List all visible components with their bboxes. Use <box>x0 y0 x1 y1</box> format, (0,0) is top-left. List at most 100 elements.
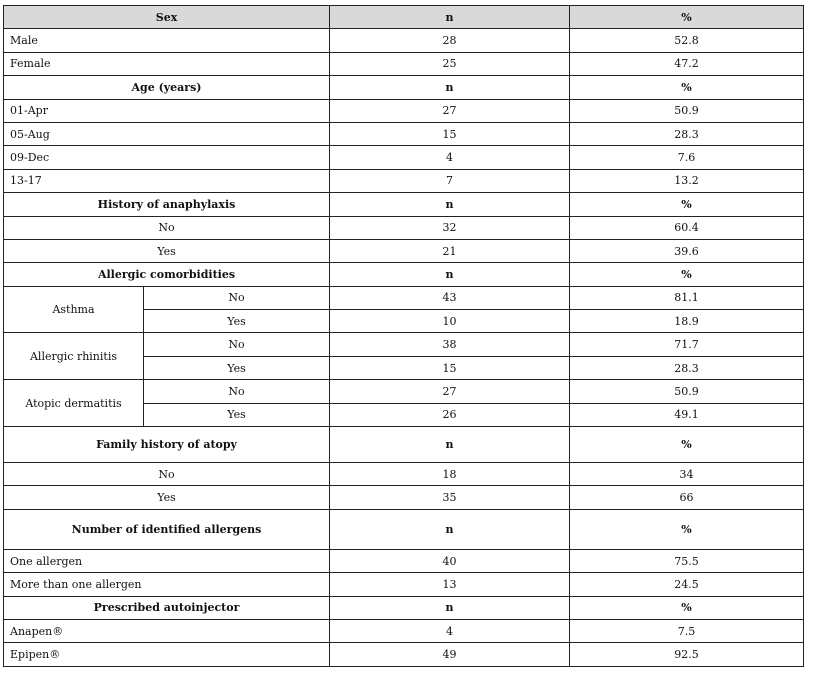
section-label: Age (years) <box>2 75 331 100</box>
row-n: 18 <box>329 462 571 487</box>
row-label: 01-Apr <box>2 98 331 123</box>
row-n: 25 <box>329 51 571 77</box>
section-n: n <box>329 426 571 464</box>
section-pct: % <box>569 192 805 217</box>
row-pct: 52.8 <box>569 28 805 53</box>
row-n: 49 <box>329 642 571 667</box>
row-n: 38 <box>329 332 571 357</box>
section-label: Number of identified allergens <box>2 508 331 550</box>
table-row: Epipen® 49 92.5 <box>2 642 805 667</box>
section-pct: % <box>569 508 805 550</box>
row-label: 05-Aug <box>2 121 331 147</box>
section-pct: % <box>569 262 805 287</box>
table-row: Female 25 47.2 <box>2 51 805 77</box>
section-label: Allergic comorbidities <box>2 262 331 287</box>
table-row: One allergen 40 75.5 <box>2 548 805 574</box>
row-n: 27 <box>329 98 571 123</box>
row-n: 43 <box>329 285 571 311</box>
row-n: 15 <box>329 121 571 147</box>
row-n: 40 <box>329 548 571 574</box>
table-row: Male 28 52.8 <box>2 28 805 53</box>
row-pct: 66 <box>569 485 805 510</box>
row-n: 10 <box>329 309 571 334</box>
table-row: Yes 35 66 <box>2 485 805 510</box>
row-label: One allergen <box>2 548 331 574</box>
header-row: Sex n % <box>2 4 805 30</box>
row-n: 15 <box>329 355 571 381</box>
row-label: No <box>2 462 331 487</box>
table-row: Anapen® 4 7.5 <box>2 618 805 644</box>
table-row: More than one allergen 13 24.5 <box>2 572 805 597</box>
row-n: 13 <box>329 572 571 597</box>
header-label: Sex <box>2 4 331 30</box>
row-label: Epipen® <box>2 642 331 667</box>
row-label: No <box>142 285 331 311</box>
row-n: 32 <box>329 215 571 240</box>
table-row: No 32 60.4 <box>2 215 805 240</box>
row-n: 21 <box>329 238 571 264</box>
section-label: History of anaphylaxis <box>2 192 331 217</box>
row-label: Yes <box>2 238 331 264</box>
row-label: Yes <box>142 402 331 428</box>
section-header-row: Prescribed autoinjector n% <box>2 595 805 620</box>
demographics-table: Sex n % Male 28 52.8 Female 25 47.2 Age (yea… <box>2 4 805 667</box>
table-row: Yes 26 49.1 <box>4 402 805 428</box>
row-pct: 18.9 <box>569 309 805 334</box>
row-pct: 39.6 <box>569 238 805 264</box>
header-n: n <box>329 4 571 30</box>
row-pct: 7.5 <box>569 618 805 644</box>
header-pct: % <box>569 4 805 30</box>
row-pct: 24.5 <box>569 572 805 597</box>
section-header-row: Age (years) n% <box>2 75 805 100</box>
row-pct: 34 <box>569 462 805 487</box>
row-label: No <box>142 379 331 404</box>
row-n: 28 <box>329 28 571 53</box>
row-pct: 47.2 <box>569 51 805 77</box>
row-pct: 75.5 <box>569 548 805 574</box>
row-n: 7 <box>329 168 571 194</box>
table-row: 05-Aug 15 28.3 <box>2 121 805 147</box>
row-label: No <box>142 332 331 357</box>
row-n: 4 <box>329 618 571 644</box>
section-n: n <box>329 595 571 620</box>
row-label: Male <box>2 28 331 53</box>
row-pct: 92.5 <box>569 642 805 667</box>
section-header-row: History of anaphylaxis n% <box>2 192 805 217</box>
section-header-row: Allergic comorbidities n% <box>2 262 805 287</box>
row-pct: 71.7 <box>569 332 805 357</box>
row-pct: 81.1 <box>569 285 805 311</box>
row-pct: 7.6 <box>569 145 805 170</box>
section-header-row: Number of identified allergens n% <box>2 508 805 550</box>
row-pct: 28.3 <box>569 355 805 381</box>
table-row: Yes 10 18.9 <box>4 309 805 334</box>
row-label: Anapen® <box>2 618 331 644</box>
row-pct: 50.9 <box>569 98 805 123</box>
section-header-row: Family history of atopy n% <box>2 426 805 464</box>
row-pct: 13.2 <box>569 168 805 194</box>
group-label: Asthma <box>3 285 144 334</box>
table-row: 01-Apr 27 50.9 <box>2 98 805 123</box>
row-label: No <box>2 215 331 240</box>
table-row: Yes 21 39.6 <box>2 238 805 264</box>
row-label: Yes <box>2 485 331 510</box>
row-label: 09-Dec <box>2 145 331 170</box>
group-label: Atopic dermatitis <box>3 379 144 428</box>
section-label: Prescribed autoinjector <box>2 595 331 620</box>
row-label: Yes <box>142 355 331 381</box>
section-n: n <box>329 192 571 217</box>
table-row: No 18 34 <box>2 462 805 487</box>
table-row: Atopic dermatitis No 27 50.9 <box>3 379 805 428</box>
table-row: Asthma No 43 81.1 <box>3 285 805 334</box>
section-n: n <box>329 508 571 550</box>
row-label: Female <box>2 51 331 77</box>
section-pct: % <box>569 426 805 464</box>
row-label: Yes <box>142 309 331 334</box>
row-n: 26 <box>329 402 571 428</box>
section-label: Family history of atopy <box>2 426 331 464</box>
section-pct: % <box>569 595 805 620</box>
row-label: 13-17 <box>2 168 331 194</box>
row-n: 4 <box>329 145 571 170</box>
row-pct: 60.4 <box>569 215 805 240</box>
row-pct: 49.1 <box>569 402 805 428</box>
table-row: 13-17 7 13.2 <box>2 168 805 194</box>
